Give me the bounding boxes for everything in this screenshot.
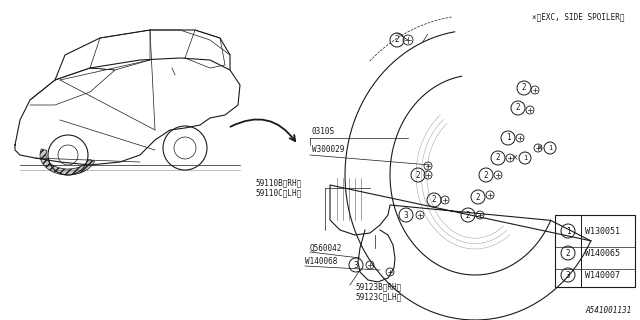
Text: W140007: W140007	[585, 270, 620, 279]
Text: 1: 1	[506, 133, 510, 142]
Text: 59110B＜RH＞: 59110B＜RH＞	[255, 179, 301, 188]
Text: ×: ×	[512, 154, 518, 163]
Text: 3: 3	[566, 270, 570, 279]
Text: 2: 2	[395, 36, 399, 44]
Text: 0310S: 0310S	[312, 127, 335, 137]
Text: ×: ×	[537, 143, 543, 153]
Text: 2: 2	[466, 211, 470, 220]
Text: 2: 2	[476, 193, 480, 202]
Text: 2: 2	[432, 196, 436, 204]
Text: 1: 1	[548, 145, 552, 151]
Polygon shape	[40, 149, 95, 175]
Text: W130051: W130051	[585, 227, 620, 236]
Text: 1: 1	[566, 227, 570, 236]
Text: W300029: W300029	[312, 145, 344, 154]
Text: 2: 2	[566, 249, 570, 258]
Text: 3: 3	[354, 260, 358, 269]
Text: 2: 2	[484, 171, 488, 180]
Text: A541001131: A541001131	[586, 306, 632, 315]
Text: Q560042: Q560042	[310, 244, 342, 252]
Text: 59123C＜LH＞: 59123C＜LH＞	[355, 292, 401, 301]
Text: W140068: W140068	[305, 258, 337, 267]
Text: 1: 1	[523, 155, 527, 161]
Text: 2: 2	[416, 171, 420, 180]
Text: 2: 2	[496, 154, 500, 163]
Text: 3: 3	[404, 211, 408, 220]
Text: 59123B＜RH＞: 59123B＜RH＞	[355, 283, 401, 292]
Text: 2: 2	[522, 84, 526, 92]
Text: 2: 2	[516, 103, 520, 113]
Text: W140065: W140065	[585, 249, 620, 258]
Text: 59110C＜LH＞: 59110C＜LH＞	[255, 188, 301, 197]
Text: ×＜EXC, SIDE SPOILER＞: ×＜EXC, SIDE SPOILER＞	[532, 12, 625, 21]
